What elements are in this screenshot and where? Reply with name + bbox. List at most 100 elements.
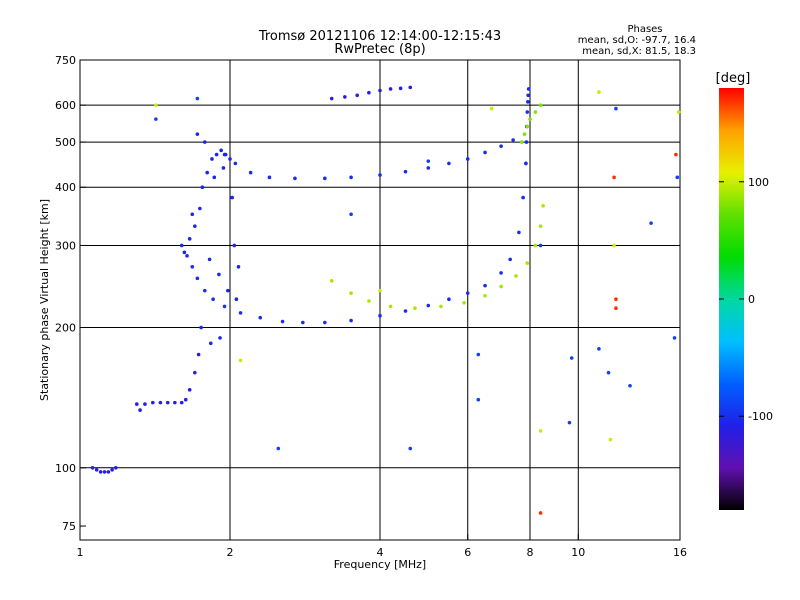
data-point (388, 304, 393, 309)
data-point (193, 224, 197, 228)
data-point (533, 110, 538, 114)
data-point (476, 352, 481, 357)
data-point (179, 400, 184, 405)
data-point (267, 175, 272, 180)
data-point (228, 157, 232, 161)
data-point (202, 140, 207, 144)
data-point (489, 106, 494, 111)
data-point (567, 420, 572, 425)
data-point (508, 257, 512, 262)
data-point (465, 291, 470, 295)
y-tick-label: 300 (55, 239, 76, 252)
data-point (538, 511, 543, 515)
colorbar-tick-label: 0 (748, 293, 755, 306)
data-point (608, 437, 613, 442)
data-point (173, 400, 177, 405)
data-point (674, 152, 678, 157)
data-point (398, 86, 403, 91)
data-point (193, 370, 197, 375)
data-point (524, 161, 528, 166)
data-point (349, 291, 353, 295)
data-point (98, 470, 103, 474)
data-point (426, 166, 431, 170)
data-point (179, 243, 184, 248)
data-point (102, 470, 107, 474)
data-point (612, 175, 616, 180)
data-point (367, 90, 371, 95)
data-point (525, 110, 530, 114)
data-point (511, 138, 515, 142)
data-point (218, 336, 222, 340)
data-point (94, 468, 99, 472)
data-point (182, 250, 187, 255)
data-point (219, 148, 223, 153)
data-point (499, 284, 503, 289)
data-point (606, 370, 611, 375)
data-point (526, 87, 531, 91)
data-point (190, 264, 195, 269)
y-axis-ticks: 75 100 200 300 400 500 600 750 (55, 54, 86, 533)
data-point (517, 230, 521, 235)
plot-area: 1 2 4 6 8 10 16 75 100 200 300 400 500 600 750 (55, 54, 687, 559)
data-point (483, 150, 487, 155)
data-point (195, 132, 200, 136)
data-point (90, 466, 95, 470)
data-point (672, 336, 677, 340)
data-point (343, 95, 347, 99)
data-point (154, 103, 158, 107)
data-point (248, 170, 253, 175)
y-tick-label: 75 (62, 520, 76, 533)
data-point (221, 166, 226, 170)
data-point (524, 140, 529, 144)
data-point (222, 304, 227, 309)
data-point (187, 237, 192, 241)
data-point (210, 157, 214, 161)
data-point (234, 297, 239, 302)
data-point (185, 254, 189, 258)
chart-title: Tromsø 20121106 12:14:00-12:15:43 (258, 29, 501, 44)
data-point (349, 212, 353, 217)
data-point (355, 93, 359, 98)
data-point (190, 212, 195, 217)
data-point (236, 264, 241, 269)
data-point (165, 400, 170, 405)
data-point (465, 157, 470, 161)
data-point (483, 293, 487, 298)
data-point (151, 400, 155, 405)
data-point (388, 87, 393, 91)
data-point (514, 274, 518, 278)
data-point (614, 106, 618, 111)
data-point (138, 408, 142, 412)
gridlines (80, 60, 680, 540)
data-point (521, 195, 525, 200)
data-point (522, 132, 527, 136)
data-point (134, 402, 139, 406)
x-tick-label: 1 (77, 546, 84, 559)
phase-colorbar: [deg] 100 0 -100 (716, 71, 773, 510)
legend-line-o: mean, sd,O: -97.7, 16.4 (578, 35, 696, 46)
y-tick-label: 100 (55, 462, 76, 475)
data-point (426, 303, 431, 308)
data-point (349, 318, 353, 323)
data-point (205, 170, 209, 175)
data-point (378, 313, 382, 318)
data-point (329, 278, 334, 283)
data-point (211, 297, 215, 302)
legend-title: Phases (627, 24, 662, 35)
data-point (232, 243, 237, 248)
data-point (426, 159, 431, 163)
data-point (538, 243, 543, 248)
data-point (223, 152, 228, 157)
data-point (323, 320, 327, 325)
x-tick-label: 6 (464, 546, 471, 559)
data-point (293, 176, 297, 181)
data-point (528, 117, 532, 121)
data-point (408, 446, 413, 451)
data-point (230, 195, 234, 200)
data-point (378, 88, 382, 93)
data-point (541, 203, 545, 208)
data-point (378, 173, 382, 177)
data-point (199, 325, 203, 330)
data-point (238, 311, 243, 315)
colorbar-ticks: 100 0 -100 (719, 176, 773, 423)
